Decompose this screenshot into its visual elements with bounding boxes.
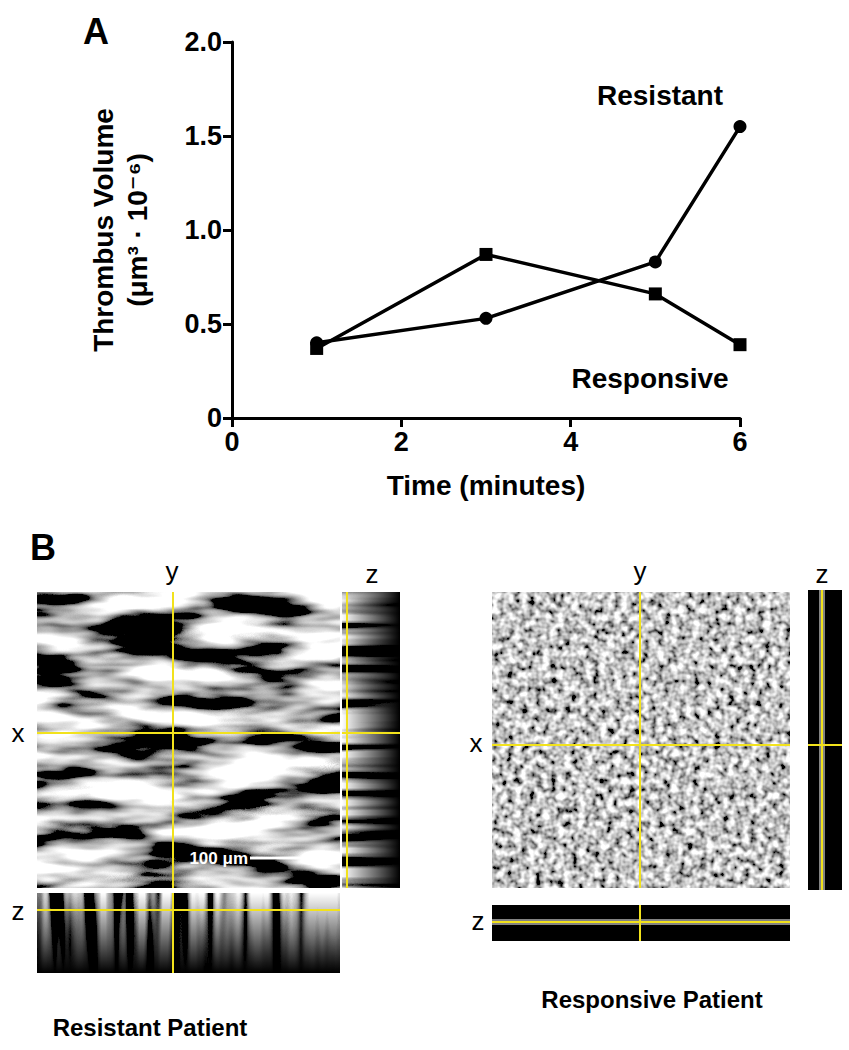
svg-text:z: z xyxy=(816,559,829,589)
svg-text:x: x xyxy=(12,718,25,748)
svg-text:y: y xyxy=(634,556,647,586)
svg-text:y: y xyxy=(166,556,179,586)
svg-text:100 μm: 100 μm xyxy=(189,849,248,868)
svg-text:1.0: 1.0 xyxy=(184,215,222,245)
svg-text:4: 4 xyxy=(563,427,578,457)
svg-text:Responsive: Responsive xyxy=(571,363,728,394)
svg-text:z: z xyxy=(366,559,379,589)
svg-text:2: 2 xyxy=(394,427,409,457)
svg-text:0.5: 0.5 xyxy=(184,309,222,339)
svg-text:Resistant Patient: Resistant Patient xyxy=(53,1014,248,1041)
svg-text:z: z xyxy=(12,896,25,926)
svg-text:x: x xyxy=(470,728,483,758)
svg-text:6: 6 xyxy=(732,427,747,457)
svg-text:2.0: 2.0 xyxy=(184,27,222,57)
svg-text:Responsive Patient: Responsive Patient xyxy=(541,986,762,1013)
svg-text:z: z xyxy=(472,906,485,936)
svg-text:A: A xyxy=(83,11,109,52)
svg-text:1.5: 1.5 xyxy=(184,121,222,151)
svg-text:B: B xyxy=(30,527,56,568)
svg-text:0: 0 xyxy=(224,427,239,457)
svg-text:Time (minutes): Time (minutes) xyxy=(387,470,586,501)
svg-text:0: 0 xyxy=(207,403,222,433)
svg-text:Thrombus Volume: Thrombus Volume xyxy=(88,108,119,352)
svg-text:(μm³ · 10⁻⁶): (μm³ · 10⁻⁶) xyxy=(122,153,153,307)
svg-text:Resistant: Resistant xyxy=(597,80,723,111)
